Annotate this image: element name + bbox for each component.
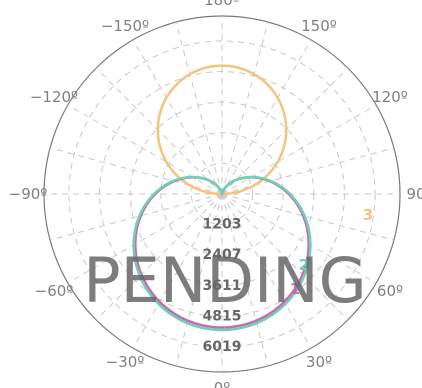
angular-tick-label: 150º: [301, 17, 337, 35]
angular-tick-label: 0º: [214, 379, 231, 388]
angular-tick-label: −90º: [9, 185, 48, 203]
angular-grid-line-120: [222, 105, 376, 194]
angular-tick-label: −150º: [101, 17, 149, 35]
angular-tick-label: −60º: [35, 282, 74, 300]
watermark-text: PENDING: [83, 244, 366, 317]
radial-tick-label: 1203: [203, 217, 242, 233]
series-label-3: 3: [363, 206, 373, 224]
angular-grid-line-105: [222, 148, 394, 194]
angular-tick-label: 60º: [377, 282, 403, 300]
angular-tick-label: 120º: [372, 88, 408, 106]
angular-grid-line-240: [68, 105, 222, 194]
angular-grid-line-210: [133, 40, 222, 194]
angular-tick-label: −30º: [106, 353, 145, 371]
angular-tick-label: 180º: [204, 0, 240, 9]
angular-grid-line-255: [50, 148, 222, 194]
series-line-3: [158, 66, 286, 194]
angular-tick-label: 30º: [306, 353, 332, 371]
radial-tick-label: 6019: [203, 339, 242, 355]
angular-tick-label: 90: [406, 185, 422, 203]
angular-grid-line-150: [222, 40, 311, 194]
angular-grid-line-165: [222, 22, 268, 194]
angular-grid-line-195: [176, 22, 222, 194]
angular-tick-label: −120º: [30, 88, 78, 106]
